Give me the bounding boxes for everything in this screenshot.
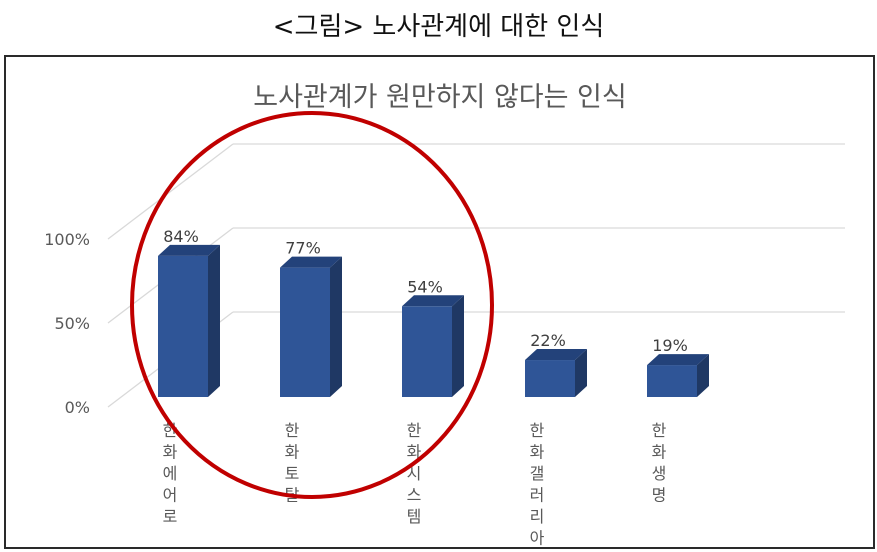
highlight-ellipse: [130, 111, 494, 499]
bar: [158, 244, 220, 397]
data-label: 22%: [530, 331, 566, 350]
chart-frame: [4, 55, 875, 549]
data-label: 54%: [407, 277, 443, 296]
y-tick-0: 0%: [65, 398, 90, 417]
figure-caption: <그림> 노사관계에 대한 인식: [272, 12, 605, 42]
data-label: 19%: [652, 336, 688, 355]
data-label: 84%: [163, 227, 199, 246]
bar: [525, 349, 587, 397]
y-tick-50: 50%: [54, 314, 90, 333]
bar: [280, 256, 342, 397]
chart-title: 노사관계가 원만하지 않다는 인식: [253, 82, 627, 113]
y-tick-100: 100%: [44, 230, 90, 249]
data-label: 77%: [285, 239, 321, 258]
bar: [402, 295, 464, 397]
bar: [647, 354, 709, 397]
category-labels: 한 화 에 어 로 한 화 토 탈 한 화 시 스 템 한 화 갤 러 리 아 한 화 생 명: [163, 421, 667, 548]
bars: 84% 77% 54% 22% 19%: [158, 227, 709, 397]
